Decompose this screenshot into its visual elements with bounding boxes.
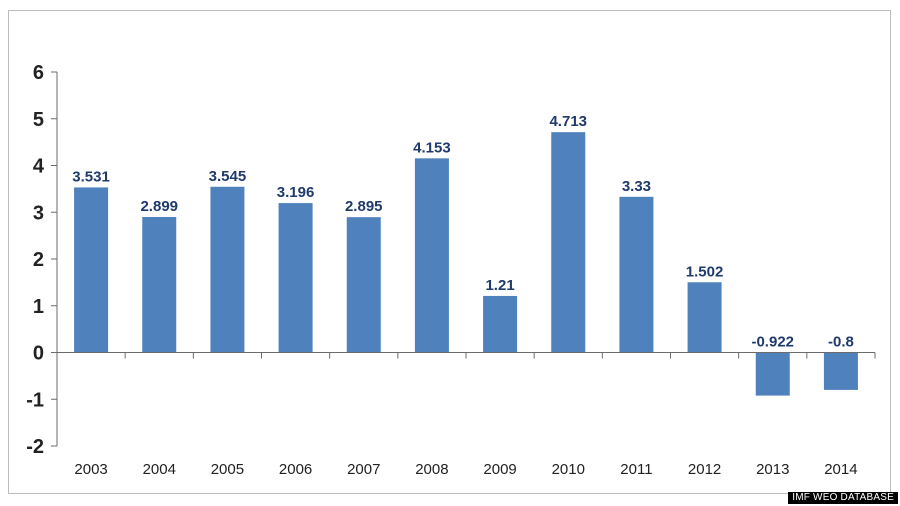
data-label-2007: 2.895 <box>345 198 383 215</box>
data-label-2014: -0.8 <box>828 334 854 351</box>
y-tick-label--2: -2 <box>26 436 44 458</box>
x-tick-label-2004: 2004 <box>143 461 176 478</box>
y-tick-label-1: 1 <box>33 296 44 318</box>
bar-2006 <box>278 203 313 353</box>
data-label-2008: 4.153 <box>413 139 451 156</box>
data-label-2010: 4.713 <box>549 113 587 130</box>
bar-2008 <box>414 158 449 353</box>
x-tick-label-2007: 2007 <box>347 461 380 478</box>
bar-2007 <box>346 217 381 353</box>
y-tick-label--1: -1 <box>26 389 44 411</box>
bar-2013 <box>755 352 790 396</box>
y-tick-label-2: 2 <box>33 249 44 271</box>
bar-2005 <box>210 186 245 353</box>
x-tick-label-2009: 2009 <box>483 461 516 478</box>
bar-2011 <box>619 196 654 353</box>
x-tick-label-2005: 2005 <box>211 461 244 478</box>
x-tick-label-2011: 2011 <box>620 461 652 478</box>
bar-2004 <box>142 216 177 353</box>
data-label-2003: 3.531 <box>72 168 110 185</box>
x-tick-label-2003: 2003 <box>74 461 107 478</box>
axes-group <box>51 71 876 447</box>
data-label-2011: 3.33 <box>622 178 651 195</box>
y-tick-label-0: 0 <box>33 343 44 365</box>
data-label-2013: -0.922 <box>751 334 794 351</box>
bar-2014 <box>823 352 858 390</box>
x-tick-label-2008: 2008 <box>415 461 448 478</box>
x-tick-label-2012: 2012 <box>688 461 721 478</box>
y-tick-label-5: 5 <box>33 109 44 131</box>
bars-group <box>74 132 858 396</box>
source-badge: IMF WEO DATABASE <box>788 492 898 504</box>
y-tick-label-3: 3 <box>33 202 44 224</box>
y-tick-label-6: 6 <box>33 62 44 84</box>
bar-2010 <box>551 132 586 353</box>
x-tick-label-2010: 2010 <box>552 461 585 478</box>
y-tick-label-4: 4 <box>33 156 45 178</box>
bar-2003 <box>74 187 109 353</box>
x-tick-label-2013: 2013 <box>756 461 789 478</box>
data-label-2004: 2.899 <box>140 198 178 215</box>
data-label-2012: 1.502 <box>686 263 724 280</box>
x-tick-label-2006: 2006 <box>279 461 312 478</box>
bar-2009 <box>483 295 518 353</box>
bar-2012 <box>687 282 722 353</box>
labels-group: 3.531 2003 2.899 2004 3.545 2005 3.196 2006 2.89… <box>26 62 857 478</box>
data-label-2006: 3.196 <box>277 184 315 201</box>
data-label-2005: 3.545 <box>209 168 247 185</box>
x-tick-label-2014: 2014 <box>824 461 857 478</box>
data-label-2009: 1.21 <box>485 277 514 294</box>
